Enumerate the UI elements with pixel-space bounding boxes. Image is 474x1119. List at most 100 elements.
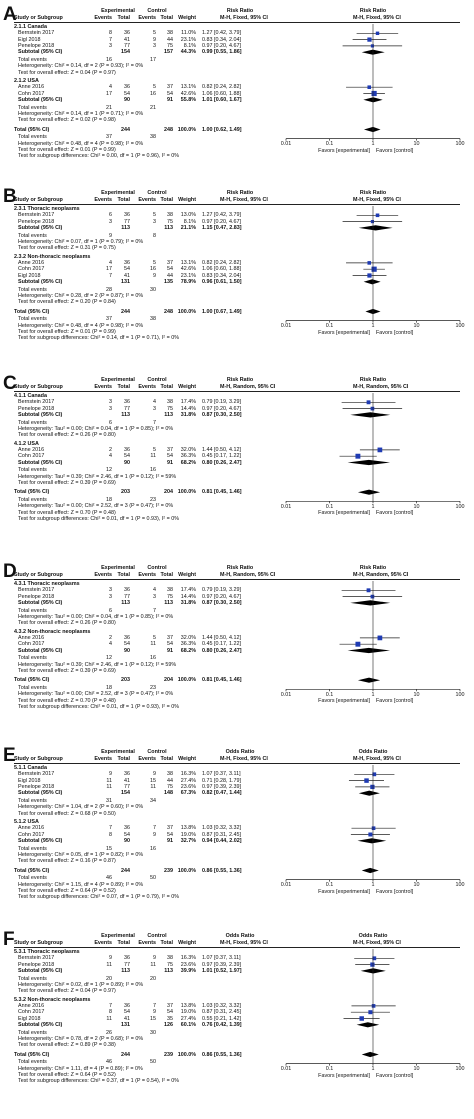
exp-total-events: 26 [106, 1029, 112, 1036]
tick-label: 100 [455, 323, 465, 330]
total-events-label: Total events [18, 655, 47, 662]
study-name: Anne 2016 [18, 825, 45, 832]
study-name: Anne 2016 [18, 446, 45, 453]
weight-header: Weight [178, 756, 196, 762]
plot-ci-header: M-H, Fixed, 95% CI [353, 15, 401, 21]
subtotal-diamond [347, 459, 391, 466]
study-marker [371, 266, 377, 272]
study-weight: 16.3% [180, 955, 196, 962]
subgroup-heterogeneity: Heterogeneity: Tau² = 0.00; Chi² = 0.04,… [18, 426, 174, 432]
subtotal-ci: 1.01 [0.60, 1.67] [202, 96, 242, 103]
exp-total: 77 [124, 218, 130, 225]
ctl-total: 75 [167, 405, 173, 412]
favors-experimental-label: Favors [experimental] [318, 147, 370, 154]
exp-total-events: 6 [109, 419, 112, 426]
tick-label: 100 [455, 141, 465, 148]
exp-events: 9 [109, 771, 112, 778]
weight-header: Weight [178, 384, 196, 390]
exp-events: 8 [109, 1009, 112, 1016]
subtotal-label: Subtotal (95% CI) [18, 1021, 63, 1028]
study-marker [371, 1004, 376, 1008]
exp-total: 36 [124, 771, 130, 778]
ctl-total: 75 [167, 218, 173, 225]
exp-total: 36 [124, 30, 130, 37]
study-weight: 13.1% [180, 84, 196, 91]
study-marker [377, 635, 383, 641]
total-ci: 1.00 [0.62, 1.49] [202, 126, 242, 133]
study-name: Cohn 2017 [18, 831, 45, 838]
study-marker [371, 90, 377, 97]
total-events-label: Total events [18, 1059, 47, 1066]
total-events-label: Total events [18, 232, 47, 239]
forest-plot-area [285, 949, 461, 1066]
forest-plot-area [285, 765, 461, 882]
study-ci: 1.27 [0.42, 3.79] [202, 212, 241, 219]
study-name: Bernstein 2017 [18, 30, 55, 37]
study-name: Eigl 2018 [18, 36, 41, 43]
exp-total: 54 [124, 90, 130, 97]
ctl-total-events: 8 [153, 232, 156, 239]
subtotal-label: Subtotal (95% CI) [18, 96, 63, 103]
total-events-label: Total events [18, 316, 47, 323]
study-marker [370, 406, 375, 411]
ctl-total: 37 [167, 1002, 173, 1009]
ctl-events: 15 [150, 1015, 156, 1022]
ctl-events: 3 [153, 42, 156, 49]
subtotal-ctl-total: 91 [167, 647, 173, 654]
study-name: Cohn 2017 [18, 90, 45, 97]
total-weight: 100.0% [177, 308, 196, 315]
exp-total: 77 [124, 405, 130, 412]
total-diamond [361, 867, 379, 874]
subtotal-label: Subtotal (95% CI) [18, 599, 63, 606]
ctl-events-header: Events [138, 197, 156, 203]
ctl-total: 37 [167, 634, 173, 641]
exp-total-header: Total [117, 197, 130, 203]
forest-plot-area [285, 581, 461, 692]
total-events-label: Total events [18, 607, 47, 614]
ctl-total: 38 [167, 399, 173, 406]
total-label: Total (95% CI) [14, 677, 50, 684]
subgroup-overall-effect: Test for overall effect: Z = 0.26 (P = 0… [18, 620, 116, 627]
subgroup-overall-effect: Test for overall effect: Z = 0.02 (P = 0… [18, 117, 116, 124]
subtotal-label: Subtotal (95% CI) [18, 459, 63, 466]
study-weight: 8.1% [183, 42, 196, 49]
study-name: Bernstein 2017 [18, 212, 55, 219]
exp-total-events: 15 [106, 845, 112, 852]
exp-events: 3 [109, 405, 112, 412]
ctl-total-events: 23 [150, 685, 156, 691]
subgroup-name: 5.1.2 USA [14, 818, 39, 825]
subgroup-name: 5.1.1 Canada [14, 765, 47, 771]
ctl-total-events: 38 [150, 134, 156, 141]
study-weight: 13.0% [180, 212, 196, 219]
study-marker [367, 37, 372, 42]
ctl-total: 37 [167, 825, 173, 832]
subgroup-name: 2.3.2 Non-thoracic neoplasms [14, 253, 91, 260]
favors-control-label: Favors [control] [376, 698, 414, 705]
study-weight: 14.4% [180, 405, 196, 412]
study-marker [375, 213, 380, 218]
total-ctl-total: 204 [164, 489, 173, 496]
exp-events: 7 [109, 272, 112, 279]
total-weight: 100.0% [177, 1051, 196, 1058]
total-label: Total (95% CI) [14, 867, 50, 874]
total-label: Total (95% CI) [14, 489, 50, 496]
exp-total: 36 [124, 634, 130, 641]
exp-total: 77 [124, 42, 130, 49]
subtotal-ci: 0.82 [0.47, 1.44] [202, 790, 242, 797]
ctl-events: 11 [150, 783, 156, 790]
exp-total-header: Total [117, 572, 130, 578]
total-weight: 100.0% [177, 489, 196, 496]
exp-total: 41 [124, 272, 130, 279]
favors-control-label: Favors [control] [376, 329, 414, 336]
study-ci: 0.79 [0.19, 3.29] [202, 399, 241, 406]
exp-events: 3 [109, 399, 112, 406]
total-events-label: Total events [18, 798, 47, 804]
ctl-total: 54 [167, 641, 173, 648]
plot-effect-header: Odds Ratio [358, 749, 388, 755]
study-name: Bernstein 2017 [18, 955, 55, 962]
footer-line-1: Heterogeneity: Chi² = 0.48, df = 4 (P = … [18, 322, 144, 329]
study-weight: 23.1% [180, 272, 196, 279]
plot-ci-header: M-H, Fixed, 95% CI [353, 197, 401, 203]
exp-total-events: 46 [106, 875, 112, 882]
weight-header: Weight [178, 940, 196, 946]
